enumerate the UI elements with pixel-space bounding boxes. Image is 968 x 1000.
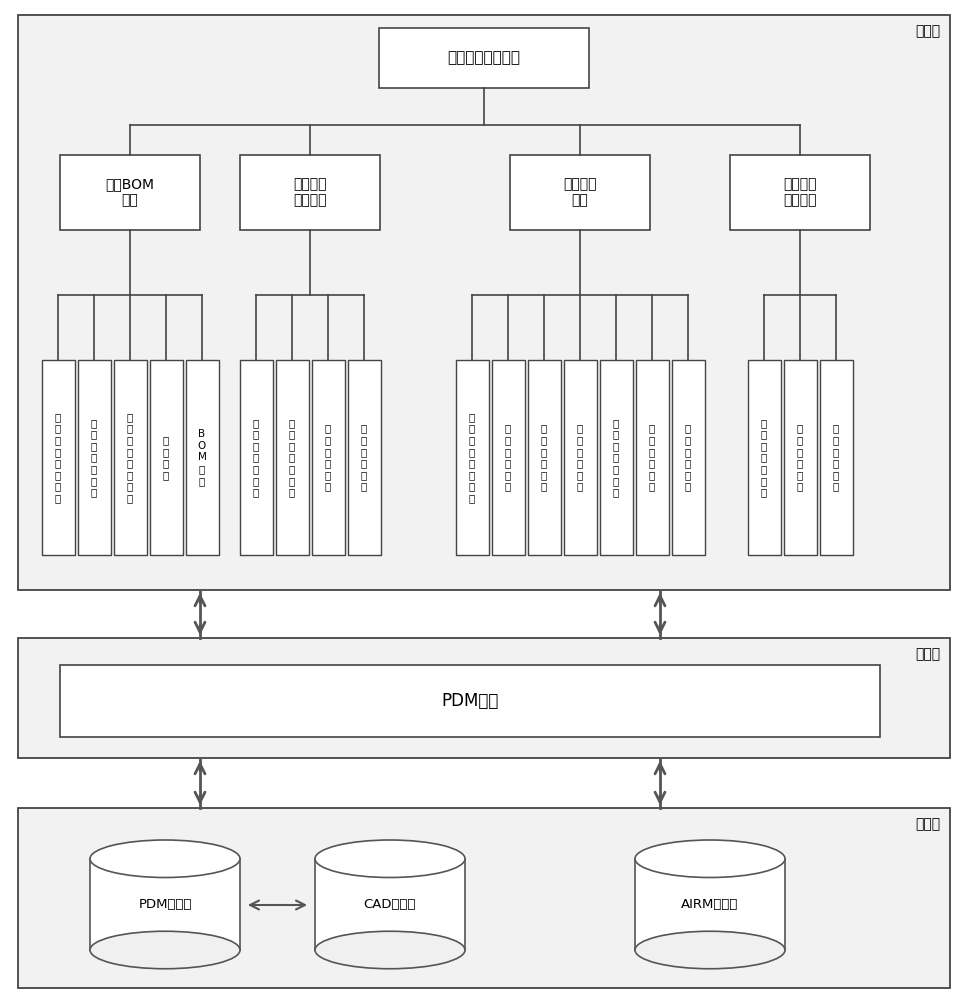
Text: AIRM数据库: AIRM数据库: [681, 898, 739, 912]
Text: 装配物料齐套系统: 装配物料齐套系统: [447, 50, 521, 66]
Bar: [510, 155, 650, 230]
Bar: [599, 360, 632, 555]
Ellipse shape: [315, 840, 465, 878]
Text: 配
套
顺
序
优
化: 配 套 顺 序 优 化: [541, 424, 547, 491]
Bar: [240, 155, 380, 230]
Text: 装
配
物
料
调
换: 装 配 物 料 调 换: [685, 424, 691, 491]
Text: 装配BOM
导入: 装配BOM 导入: [106, 177, 155, 208]
Text: 物
料
创
建: 物 料 创 建: [163, 435, 169, 480]
Text: 应用层: 应用层: [916, 24, 941, 38]
Bar: [379, 28, 589, 88]
Text: 装
配
物
料
报
废: 装 配 物 料 报 废: [649, 424, 655, 491]
Text: CAD模型库: CAD模型库: [364, 898, 416, 912]
Text: PDM数据库: PDM数据库: [138, 898, 192, 912]
Bar: [18, 15, 950, 590]
Text: 物
料
需
求
表
生
成: 物 料 需 求 表 生 成: [253, 418, 259, 497]
Bar: [563, 360, 596, 555]
Bar: [315, 859, 465, 950]
Text: 物
料
单
件
选
配: 物 料 单 件 选 配: [577, 424, 583, 491]
Bar: [18, 638, 950, 758]
Bar: [18, 808, 950, 988]
Text: 物料齐套
信息查询: 物料齐套 信息查询: [783, 177, 817, 208]
Text: 物
料
配
套
表
生
成: 物 料 配 套 表 生 成: [613, 418, 620, 497]
Bar: [113, 360, 146, 555]
Text: 数据层: 数据层: [916, 817, 941, 831]
Bar: [239, 360, 273, 555]
Bar: [783, 360, 816, 555]
Bar: [492, 360, 525, 555]
Text: 缺
件
信
息
查
询: 缺 件 信 息 查 询: [832, 424, 839, 491]
Text: 齐
套
信
息
查
询: 齐 套 信 息 查 询: [797, 424, 803, 491]
Bar: [186, 360, 219, 555]
Bar: [456, 360, 489, 555]
Bar: [528, 360, 560, 555]
Text: 成
套
领
料
审
批: 成 套 领 料 审 批: [325, 424, 331, 491]
Ellipse shape: [90, 931, 240, 969]
Bar: [149, 360, 183, 555]
Text: 成
套
领
料
单
生
成: 成 套 领 料 单 生 成: [288, 418, 295, 497]
Bar: [820, 360, 853, 555]
Bar: [60, 155, 200, 230]
Bar: [635, 859, 785, 950]
Text: 产
品
单
件
编
号
生
成: 产 品 单 件 编 号 生 成: [469, 412, 475, 503]
Text: 结
构
拓
扑
信
息
提
取: 结 构 拓 扑 信 息 提 取: [127, 412, 134, 503]
Bar: [672, 360, 705, 555]
Bar: [636, 360, 669, 555]
Bar: [730, 155, 870, 230]
Text: 装配物料
成套领用: 装配物料 成套领用: [293, 177, 327, 208]
Bar: [312, 360, 345, 555]
Bar: [90, 859, 240, 950]
Bar: [77, 360, 110, 555]
Text: 型
号
批
次
信
息
提
取: 型 号 批 次 信 息 提 取: [55, 412, 61, 503]
Text: 物
料
缺
件
计
算: 物 料 缺 件 计 算: [505, 424, 511, 491]
Text: 成
套
物
料
发
放: 成 套 物 料 发 放: [361, 424, 367, 491]
Text: 装配物料
配套: 装配物料 配套: [563, 177, 596, 208]
Bar: [348, 360, 380, 555]
Bar: [747, 360, 780, 555]
Text: B
O
M
创
建: B O M 创 建: [197, 429, 206, 486]
Text: 零
部
件
信
息
提
取: 零 部 件 信 息 提 取: [91, 418, 97, 497]
Text: 物
料
配
套
表
查
询: 物 料 配 套 表 查 询: [761, 418, 767, 497]
Ellipse shape: [635, 931, 785, 969]
Bar: [276, 360, 309, 555]
Ellipse shape: [635, 840, 785, 878]
Ellipse shape: [315, 931, 465, 969]
Ellipse shape: [90, 840, 240, 878]
Text: PDM系统: PDM系统: [441, 692, 499, 710]
Bar: [60, 665, 880, 737]
Bar: [42, 360, 75, 555]
Text: 支持层: 支持层: [916, 647, 941, 661]
